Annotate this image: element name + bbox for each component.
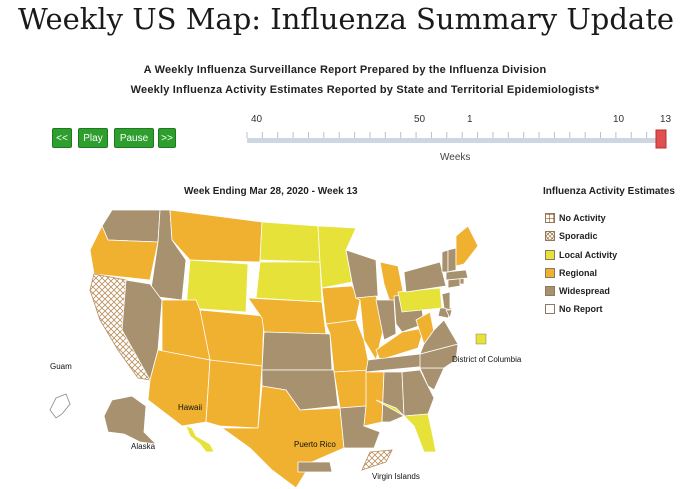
state-pennsylvania — [397, 287, 443, 313]
legend-item-sporadic: Sporadic — [545, 231, 598, 241]
state-vermont — [441, 249, 449, 273]
no-report-swatch — [545, 304, 555, 314]
state-georgia — [401, 369, 435, 417]
us-activity-map — [49, 209, 487, 489]
state-washington — [101, 209, 161, 243]
legend-item-no-report: No Report — [545, 304, 603, 314]
state-hawaii — [185, 425, 215, 453]
legend-label-widespread: Widespread — [559, 286, 610, 296]
tick-label-1: 1 — [467, 114, 473, 125]
legend-label-no-activity: No Activity — [559, 213, 606, 223]
report-subtitle: A Weekly Influenza Surveillance Report P… — [143, 64, 547, 76]
legend-item-local-activity: Local Activity — [545, 250, 617, 260]
state-texas — [220, 385, 345, 489]
state-north-dakota — [259, 221, 321, 263]
state-arkansas — [333, 369, 371, 409]
legend-item-widespread: Widespread — [545, 286, 610, 296]
hawaii-label: Hawaii — [178, 403, 203, 412]
state-wyoming — [185, 259, 249, 313]
state-florida — [375, 399, 437, 453]
slider-thumb[interactable] — [655, 129, 667, 149]
state-maine — [455, 225, 479, 267]
page-title: Weekly US Map: Influenza Summary Update — [18, 2, 675, 36]
state-indiana — [375, 299, 397, 341]
territory-virgin-islands — [361, 449, 393, 471]
pause-button[interactable]: Pause — [114, 128, 154, 148]
state-iowa — [321, 285, 361, 325]
state-alabama — [381, 371, 405, 423]
state-mississippi — [363, 371, 385, 427]
virgin-islands-label: Virgin Islands — [372, 472, 420, 481]
state-massachusetts — [445, 269, 469, 281]
tick-label-50: 50 — [414, 114, 426, 125]
sporadic-swatch — [545, 231, 555, 241]
state-delaware — [445, 309, 453, 320]
state-new-mexico — [205, 359, 263, 429]
legend-label-regional: Regional — [559, 268, 598, 278]
slider-ticks — [246, 132, 663, 138]
state-oregon — [89, 225, 159, 281]
puerto-rico-label: Puerto Rico — [294, 440, 336, 449]
legend-item-regional: Regional — [545, 268, 597, 278]
regional-swatch — [545, 268, 555, 278]
slider-track[interactable] — [247, 138, 662, 143]
weeks-axis-label: Weeks — [440, 152, 471, 163]
dc-swatch — [475, 333, 487, 345]
state-kansas — [261, 331, 333, 371]
week-slider[interactable] — [245, 128, 675, 152]
state-new-jersey — [441, 291, 451, 311]
guam-label: Guam — [50, 362, 72, 371]
territory-guam — [49, 393, 71, 419]
no-activity-swatch — [545, 213, 555, 223]
legend-label-no-report: No Report — [559, 304, 603, 314]
tick-label-40: 40 — [251, 114, 263, 125]
alaska-label: Alaska — [131, 442, 156, 451]
state-alaska — [103, 395, 158, 445]
state-montana — [169, 209, 263, 263]
legend-label-local-activity: Local Activity — [559, 250, 618, 260]
tick-label-13: 13 — [660, 114, 672, 125]
state-new-hampshire — [447, 247, 457, 273]
forward-button[interactable]: >> — [158, 128, 176, 148]
tick-label-10: 10 — [613, 114, 625, 125]
state-new-york — [403, 261, 447, 293]
local-activity-swatch — [545, 250, 555, 260]
legend-label-sporadic: Sporadic — [559, 231, 598, 241]
territory-puerto-rico — [297, 461, 333, 473]
legend-item-no-activity: No Activity — [545, 213, 606, 223]
legend-title: Influenza Activity Estimates — [543, 186, 675, 197]
rewind-button[interactable]: << — [52, 128, 72, 148]
state-virginia — [419, 319, 459, 355]
state-arizona — [147, 349, 211, 427]
state-south-dakota — [255, 261, 323, 303]
play-button[interactable]: Play — [78, 128, 108, 148]
widespread-swatch — [545, 286, 555, 296]
estimates-subtitle: Weekly Influenza Activity Estimates Repo… — [130, 84, 600, 96]
dc-label: District of Columbia — [452, 355, 522, 364]
map-title: Week Ending Mar 28, 2020 - Week 13 — [184, 186, 358, 197]
